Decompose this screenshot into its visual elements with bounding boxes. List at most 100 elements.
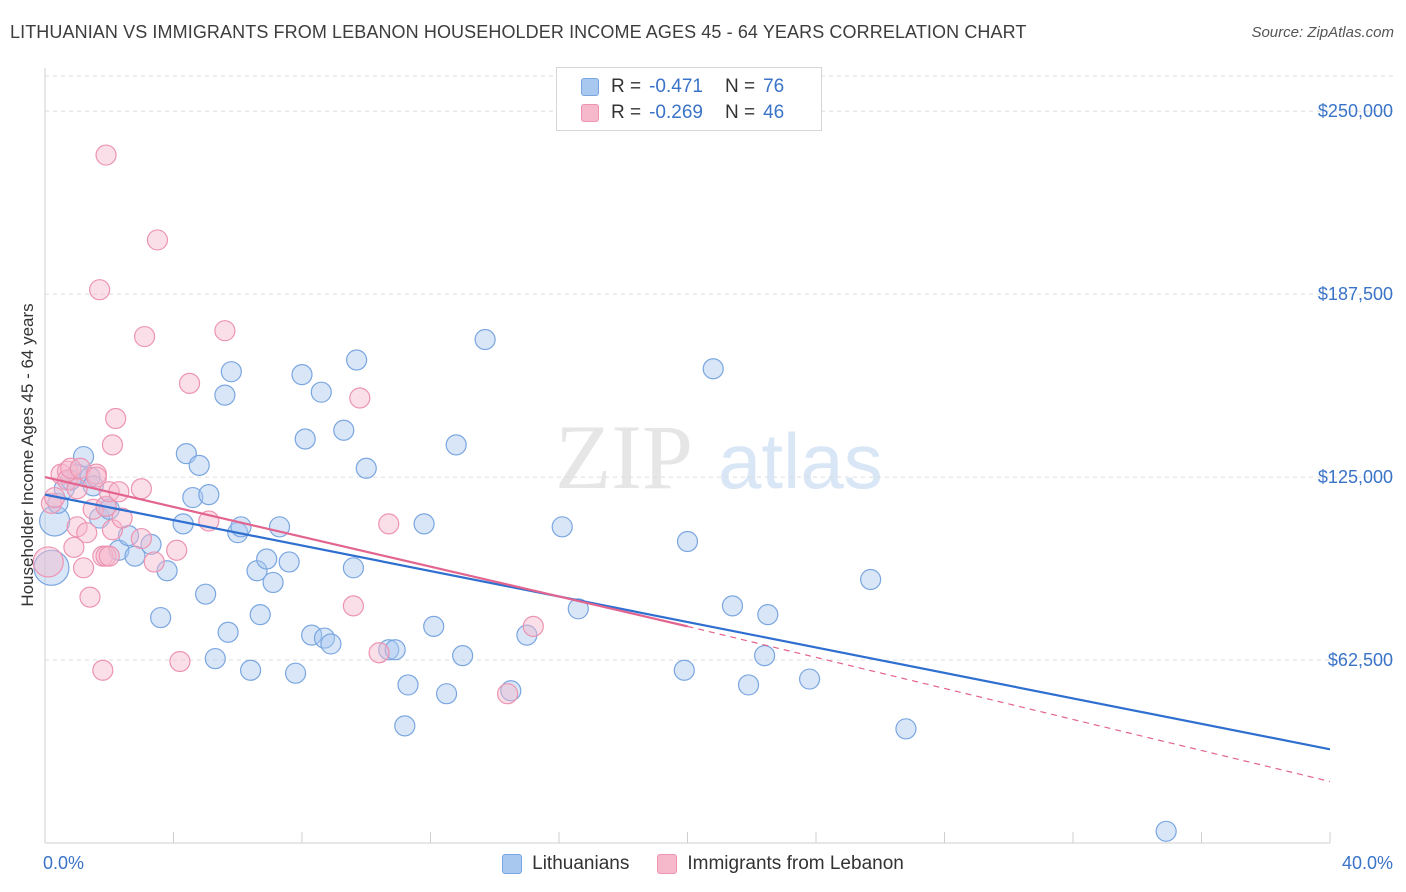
point-lithuanians — [413, 513, 435, 535]
point-lithuanians — [355, 457, 377, 479]
point-lithuanians — [294, 428, 316, 450]
point-lebanon — [522, 615, 544, 637]
point-lithuanians — [673, 659, 695, 681]
point-lithuanians — [256, 548, 278, 570]
x-tick-label-min: 0.0% — [43, 853, 84, 873]
point-lithuanians — [753, 645, 776, 667]
point-lebanon — [342, 595, 364, 617]
legend-n-label: N = — [724, 76, 756, 97]
point-lithuanians — [346, 349, 368, 371]
y-tick-label: $250,000 — [1318, 101, 1393, 121]
y-tick-label: $62,500 — [1328, 650, 1393, 670]
legend-swatch-lebanon — [581, 104, 599, 122]
point-lithuanians — [284, 662, 307, 684]
point-lebanon — [143, 551, 165, 573]
point-lebanon — [497, 683, 519, 705]
point-lithuanians — [567, 598, 589, 620]
chart-title: LITHUANIAN VS IMMIGRANTS FROM LEBANON HO… — [10, 22, 1027, 42]
point-lebanon — [349, 387, 371, 409]
point-lebanon — [32, 546, 64, 578]
point-lebanon — [63, 536, 85, 558]
point-lithuanians — [757, 604, 779, 626]
point-lithuanians — [551, 516, 573, 538]
point-lithuanians — [702, 358, 724, 380]
point-lithuanians — [240, 659, 262, 681]
point-lithuanians — [278, 551, 300, 573]
point-lebanon — [214, 320, 236, 342]
watermark-zip: ZIP — [555, 406, 693, 508]
point-lithuanians — [1155, 820, 1177, 842]
trend-lines — [44, 475, 1331, 783]
point-lithuanians — [342, 557, 364, 579]
point-lebanon — [76, 522, 98, 544]
legend-r-value: -0.471 — [649, 76, 703, 97]
legend-r-label: R = — [611, 102, 642, 123]
point-lithuanians — [150, 606, 172, 629]
point-lebanon — [130, 527, 152, 550]
point-lithuanians — [423, 615, 445, 637]
point-lithuanians — [737, 674, 760, 696]
legend-row-lebanon: R = -0.269 N = 46 — [581, 101, 784, 125]
trend-line-lebanon-extended — [687, 625, 1331, 783]
point-lebanon — [92, 659, 114, 681]
point-lithuanians — [394, 715, 416, 737]
legend-r-value: -0.269 — [649, 102, 703, 123]
point-lithuanians — [333, 419, 355, 441]
point-lebanon — [40, 492, 63, 515]
point-lebanon — [178, 372, 201, 394]
trend-line-lebanon — [44, 475, 688, 628]
point-lithuanians — [798, 668, 821, 690]
point-lebanon — [79, 586, 101, 608]
point-lithuanians — [445, 434, 467, 456]
x-tick-label-max: 40.0% — [1342, 853, 1393, 873]
point-lebanon — [89, 279, 111, 301]
point-lebanon — [105, 407, 127, 430]
legend-swatch-lithuanians — [581, 78, 599, 96]
point-lithuanians — [435, 683, 458, 705]
watermark: ZIP atlas — [555, 406, 883, 508]
series-lithuanians — [33, 328, 1177, 842]
point-lebanon — [111, 507, 133, 529]
point-lithuanians — [676, 530, 699, 553]
point-lithuanians — [320, 633, 342, 655]
trend-line-lithuanians — [44, 493, 1331, 751]
series-legend: Lithuanians Immigrants from Lebanon — [0, 852, 1406, 876]
point-lithuanians — [156, 560, 178, 582]
point-lithuanians — [188, 454, 210, 476]
point-lithuanians — [310, 381, 332, 403]
point-lithuanians — [249, 604, 271, 626]
legend-swatch-lithuanians — [502, 854, 523, 874]
legend-item-lebanon: Immigrants from Lebanon — [657, 853, 904, 875]
y-tick-label: $125,000 — [1318, 467, 1393, 487]
point-lebanon — [169, 650, 191, 673]
point-lithuanians — [195, 583, 217, 605]
point-lithuanians — [301, 624, 323, 646]
legend-label-lebanon: Immigrants from Lebanon — [687, 853, 904, 874]
point-lebanon — [133, 325, 156, 348]
series-lebanon — [32, 144, 544, 705]
tick-labels: $62,500 $125,000 $187,500 $250,000 0.0% 40.0% — [43, 101, 1393, 873]
point-lebanon — [368, 642, 390, 664]
point-lithuanians — [262, 571, 284, 594]
point-lebanon — [146, 229, 169, 251]
point-lithuanians — [384, 639, 406, 661]
legend-swatch-lebanon — [657, 854, 678, 874]
correlation-legend: R = -0.471 N = 76 R = -0.269 N = 46 — [556, 67, 822, 131]
legend-item-lithuanians: Lithuanians — [502, 853, 629, 875]
y-axis-label: Householder Income Ages 45 - 64 years — [18, 303, 37, 607]
point-lebanon — [130, 478, 152, 500]
legend-n-value: 46 — [763, 102, 785, 123]
point-lithuanians — [500, 680, 522, 702]
point-lithuanians — [204, 647, 226, 670]
axes — [44, 68, 1331, 844]
point-lithuanians — [198, 484, 220, 506]
legend-label-lithuanians: Lithuanians — [532, 853, 630, 874]
point-lithuanians — [217, 621, 239, 643]
point-lebanon — [101, 434, 124, 456]
point-lithuanians — [214, 384, 236, 406]
legend-r-label: R = — [611, 76, 642, 97]
point-lithuanians — [721, 595, 744, 617]
point-lithuanians — [397, 674, 419, 696]
point-lithuanians — [895, 718, 917, 740]
legend-n-value: 76 — [763, 76, 785, 97]
